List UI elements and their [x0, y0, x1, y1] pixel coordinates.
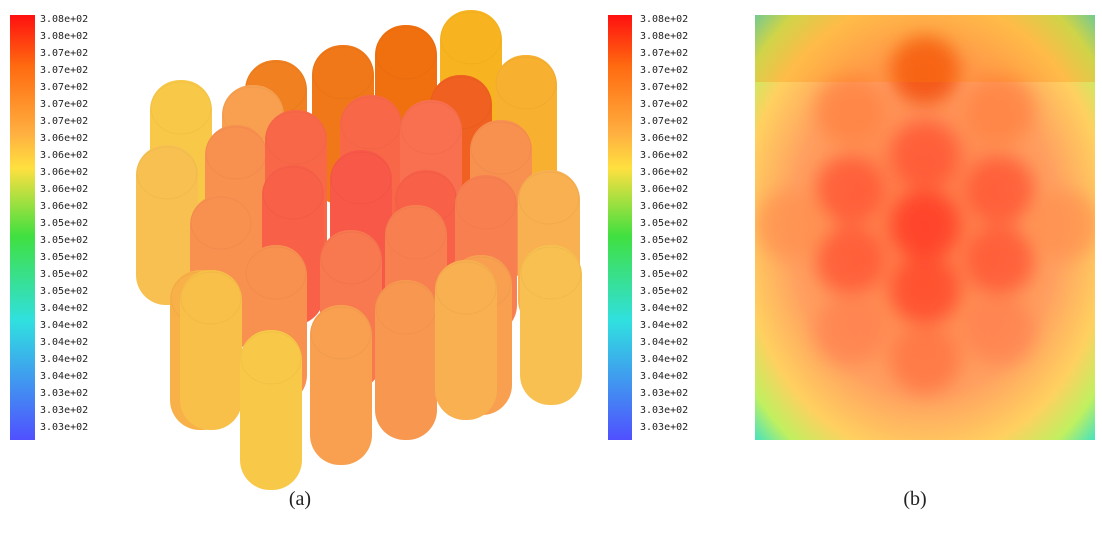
colorbar [10, 15, 35, 440]
colorbar-label: 3.07e+02 [40, 82, 88, 93]
colorbar-label: 3.03e+02 [40, 422, 88, 433]
cylinder-top [311, 307, 371, 359]
colorbar-label: 3.03e+02 [640, 388, 688, 399]
hot-spot [816, 156, 884, 224]
cylinder-top [521, 247, 581, 299]
colorbar-label: 3.04e+02 [640, 303, 688, 314]
colorbar-label: 3.05e+02 [640, 235, 688, 246]
colorbar-label: 3.07e+02 [40, 116, 88, 127]
colorbar-label: 3.03e+02 [640, 422, 688, 433]
hot-spot [966, 226, 1034, 294]
colorbar-label: 3.06e+02 [640, 201, 688, 212]
colorbar-label: 3.05e+02 [640, 252, 688, 263]
cylinder-top [376, 27, 436, 79]
caption: (b) [903, 488, 926, 510]
cylinder-top [471, 122, 531, 174]
cylinder-top [441, 12, 501, 64]
colorbar-label: 3.06e+02 [40, 167, 88, 178]
hot-spot [966, 296, 1034, 364]
colorbar-label: 3.08e+02 [40, 14, 88, 25]
colorbar-label: 3.06e+02 [640, 133, 688, 144]
hot-spot [756, 191, 824, 259]
cylinder-top [181, 272, 241, 324]
cylinder-top [436, 262, 496, 314]
colorbar-label: 3.07e+02 [40, 48, 88, 59]
colorbar-label: 3.07e+02 [640, 65, 688, 76]
hot-spot [816, 76, 884, 144]
colorbar-label: 3.05e+02 [40, 286, 88, 297]
colorbar-label: 3.08e+02 [40, 31, 88, 42]
cylinder-top [137, 147, 197, 199]
colorbar-label: 3.03e+02 [640, 405, 688, 416]
cylinder-top [206, 127, 266, 179]
hot-spot [816, 296, 884, 364]
colorbar-label: 3.05e+02 [640, 269, 688, 280]
colorbar-label: 3.07e+02 [40, 99, 88, 110]
colorbar-label: 3.03e+02 [40, 388, 88, 399]
hot-spot [891, 256, 959, 324]
colorbar-label: 3.06e+02 [40, 133, 88, 144]
colorbar-label: 3.04e+02 [640, 320, 688, 331]
colorbar-label: 3.06e+02 [40, 201, 88, 212]
colorbar-label: 3.03e+02 [40, 405, 88, 416]
cylinder-top [266, 112, 326, 164]
colorbar-label: 3.04e+02 [40, 303, 88, 314]
hot-spot [966, 76, 1034, 144]
cylinder-top [519, 172, 579, 224]
cylinder-top [386, 207, 446, 259]
colorbar-label: 3.05e+02 [40, 269, 88, 280]
colorbar [608, 15, 632, 440]
hot-spot [891, 191, 959, 259]
colorbar-label: 3.06e+02 [40, 150, 88, 161]
colorbar-label: 3.06e+02 [640, 167, 688, 178]
colorbar-label: 3.07e+02 [640, 48, 688, 59]
colorbar-label: 3.08e+02 [640, 14, 688, 25]
colorbar-label: 3.04e+02 [40, 371, 88, 382]
colorbar-label: 3.07e+02 [40, 65, 88, 76]
colorbar-label: 3.06e+02 [640, 184, 688, 195]
cylinder-top [313, 47, 373, 99]
colorbar-label: 3.06e+02 [640, 150, 688, 161]
colorbar-label: 3.05e+02 [40, 235, 88, 246]
colorbar-label: 3.04e+02 [640, 354, 688, 365]
colorbar-label: 3.05e+02 [640, 286, 688, 297]
colorbar-label: 3.07e+02 [640, 116, 688, 127]
colorbar-label: 3.04e+02 [40, 354, 88, 365]
colorbar-label: 3.07e+02 [640, 82, 688, 93]
colorbar-label: 3.05e+02 [640, 218, 688, 229]
hot-spot [891, 36, 959, 104]
cylinder-top [496, 57, 556, 109]
colorbar-label: 3.04e+02 [640, 337, 688, 348]
cylinder-top [263, 167, 323, 219]
hot-spot [891, 121, 959, 189]
colorbar-label: 3.08e+02 [640, 31, 688, 42]
colorbar-label: 3.04e+02 [40, 320, 88, 331]
hot-spot [816, 226, 884, 294]
cylinder-top [401, 102, 461, 154]
cylinder-top [341, 97, 401, 149]
colorbar-label: 3.05e+02 [40, 252, 88, 263]
caption: (a) [289, 488, 311, 510]
colorbar-label: 3.06e+02 [40, 184, 88, 195]
cylinder-top [331, 152, 391, 204]
cylinder-render [136, 10, 582, 490]
hot-spot [891, 326, 959, 394]
cylinder-top [321, 232, 381, 284]
colorbar-label: 3.04e+02 [40, 337, 88, 348]
hot-spot [966, 156, 1034, 224]
colorbar-label: 3.05e+02 [40, 218, 88, 229]
hot-spot [1031, 191, 1095, 259]
colorbar-label: 3.07e+02 [640, 99, 688, 110]
cylinder-top [151, 82, 211, 134]
cylinder-top [241, 332, 301, 384]
cylinder-top [376, 282, 436, 334]
cylinder-top [191, 197, 251, 249]
contour-map [755, 15, 1095, 440]
cylinder-top [246, 247, 306, 299]
cylinder-top [456, 177, 516, 229]
colorbar-label: 3.04e+02 [640, 371, 688, 382]
